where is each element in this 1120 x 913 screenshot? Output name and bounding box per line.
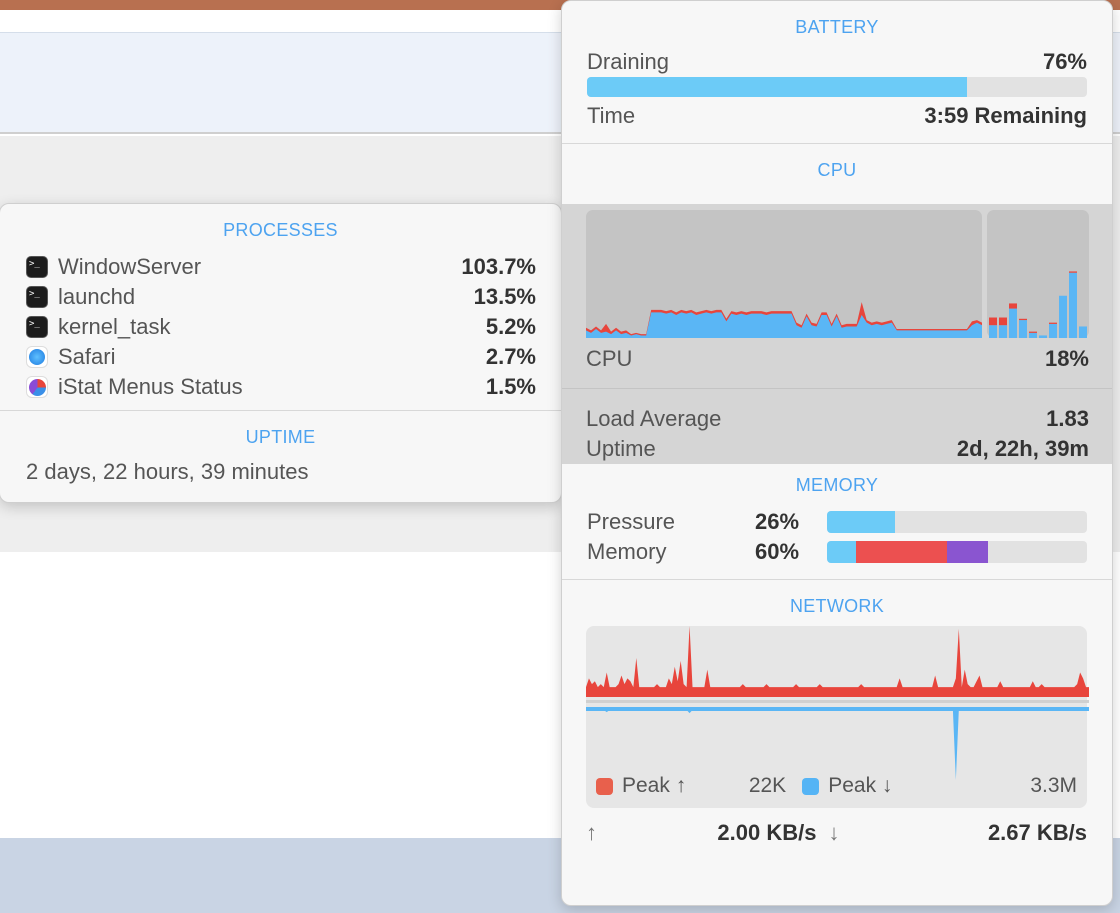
process-name: iStat Menus Status bbox=[58, 374, 243, 399]
memory-segment bbox=[855, 541, 947, 563]
process-row[interactable]: >_ launchd 13.5% bbox=[0, 282, 561, 312]
network-upload-baseline bbox=[586, 693, 1089, 697]
process-row[interactable]: iStat Menus Status 1.5% bbox=[0, 372, 561, 402]
istat-icon bbox=[26, 376, 48, 398]
cpu-value: 18% bbox=[1044, 346, 1089, 371]
uptime-title: UPTIME bbox=[245, 427, 316, 447]
uptime-value: 2 days, 22 hours, 39 minutes bbox=[26, 459, 309, 484]
download-arrow-icon: ↓ bbox=[828, 820, 840, 845]
terminal-icon: >_ bbox=[26, 256, 48, 278]
download-rate: 2.67 KB/s bbox=[987, 820, 1087, 845]
memory-label: Memory bbox=[587, 539, 667, 564]
cpu-core-bar-user bbox=[1059, 295, 1067, 338]
peak-down-label: Peak ↓ bbox=[828, 774, 893, 797]
process-row[interactable]: Safari 2.7% bbox=[0, 342, 561, 372]
terminal-icon: >_ bbox=[26, 316, 48, 338]
battery-time-value: 3:59 Remaining bbox=[924, 103, 1087, 128]
cpu-core-bar-user bbox=[1079, 326, 1087, 338]
peak-down-value: 3.3M bbox=[1030, 774, 1077, 797]
battery-time-label: Time bbox=[587, 103, 636, 128]
pressure-bar bbox=[827, 511, 1087, 533]
memory-title: MEMORY bbox=[795, 475, 879, 495]
cpu-user-area bbox=[586, 312, 982, 338]
process-name: kernel_task bbox=[58, 314, 171, 339]
istat-dropdown-panel: BATTERY Draining 76% Time 3:59 Remaining C… bbox=[561, 0, 1113, 906]
terminal-icon: >_ bbox=[26, 286, 48, 308]
cpu-section: CPU 18% Load Average 1.83 Uptime 2d, 22h, 3… bbox=[562, 204, 1112, 464]
memory-bar bbox=[827, 541, 1087, 563]
cpu-core-bar-system bbox=[999, 317, 1007, 326]
safari-icon bbox=[26, 346, 48, 368]
cpu-core-bar-user bbox=[1029, 332, 1037, 338]
cpu-core-bar-system bbox=[989, 317, 997, 326]
peak-down-swatch bbox=[802, 777, 820, 795]
battery-bar-fill bbox=[587, 77, 967, 97]
upload-rate: 2.00 KB/s bbox=[717, 820, 817, 845]
process-cpu: 5.2% bbox=[485, 314, 536, 339]
process-cpu: 2.7% bbox=[485, 344, 536, 369]
cpu-core-bar-user bbox=[1039, 335, 1047, 338]
processes-panel: PROCESSES >_ WindowServer 103.7% >_ launc… bbox=[0, 203, 562, 503]
battery-state: Draining bbox=[587, 49, 669, 74]
processes-title: PROCESSES bbox=[223, 220, 338, 240]
process-cpu: 103.7% bbox=[461, 254, 536, 279]
cpu-core-bar-system bbox=[1009, 303, 1017, 309]
network-graph-box: Peak ↑ 22K Peak ↓ 3.3M bbox=[586, 626, 1089, 808]
cpu-core-bar-user bbox=[1049, 323, 1057, 338]
process-cpu: 13.5% bbox=[473, 284, 536, 309]
cpu-core-bar-user bbox=[1019, 320, 1027, 338]
process-name: Safari bbox=[58, 344, 116, 369]
cpu-core-bar-user bbox=[1069, 272, 1077, 338]
process-name: WindowServer bbox=[58, 254, 202, 279]
upload-arrow-icon: ↑ bbox=[586, 820, 597, 845]
cpu-core-bar-system bbox=[1049, 322, 1057, 324]
cpu-core-bar-system bbox=[1069, 271, 1077, 273]
cpu-core-bar-system bbox=[1029, 331, 1037, 333]
network-graph bbox=[586, 626, 1089, 780]
memory-segment bbox=[827, 541, 856, 563]
uptime-short-value: 2d, 22h, 39m bbox=[956, 436, 1089, 461]
battery-bar bbox=[587, 77, 1087, 97]
battery-percent: 76% bbox=[1042, 49, 1087, 74]
cpu-core-bars bbox=[987, 210, 1089, 338]
network-divider bbox=[586, 700, 1089, 703]
window-titlebar bbox=[0, 0, 1120, 10]
cpu-core-bar-user bbox=[999, 325, 1007, 338]
network-title: NETWORK bbox=[789, 596, 885, 616]
battery-title: BATTERY bbox=[795, 17, 879, 37]
network-upload-area bbox=[586, 626, 1089, 693]
cpu-label: CPU bbox=[586, 346, 633, 371]
pressure-bar-fill bbox=[827, 511, 895, 533]
cpu-history-graph bbox=[586, 210, 982, 338]
load-average-value: 1.83 bbox=[1046, 406, 1089, 431]
memory-segment bbox=[946, 541, 989, 563]
network-download-baseline bbox=[586, 707, 1089, 711]
cpu-core-bar-system bbox=[1019, 318, 1027, 321]
cpu-title: CPU bbox=[817, 160, 857, 180]
load-average-label: Load Average bbox=[586, 406, 722, 431]
pressure-value: 26% bbox=[755, 509, 800, 534]
pressure-label: Pressure bbox=[587, 509, 676, 534]
memory-value: 60% bbox=[755, 539, 800, 564]
peak-up-value: 22K bbox=[748, 774, 787, 797]
process-row[interactable]: >_ WindowServer 103.7% bbox=[0, 252, 561, 282]
peak-up-label: Peak ↑ bbox=[622, 774, 687, 797]
process-row[interactable]: >_ kernel_task 5.2% bbox=[0, 312, 561, 342]
peak-up-swatch bbox=[596, 777, 613, 795]
process-cpu: 1.5% bbox=[485, 374, 536, 399]
network-download-area bbox=[586, 710, 1089, 780]
cpu-graph-background bbox=[586, 210, 982, 338]
process-name: launchd bbox=[58, 284, 136, 309]
cpu-core-bar-user bbox=[989, 325, 997, 338]
cpu-core-bar-user bbox=[1009, 308, 1017, 338]
uptime-label: Uptime bbox=[586, 436, 656, 461]
